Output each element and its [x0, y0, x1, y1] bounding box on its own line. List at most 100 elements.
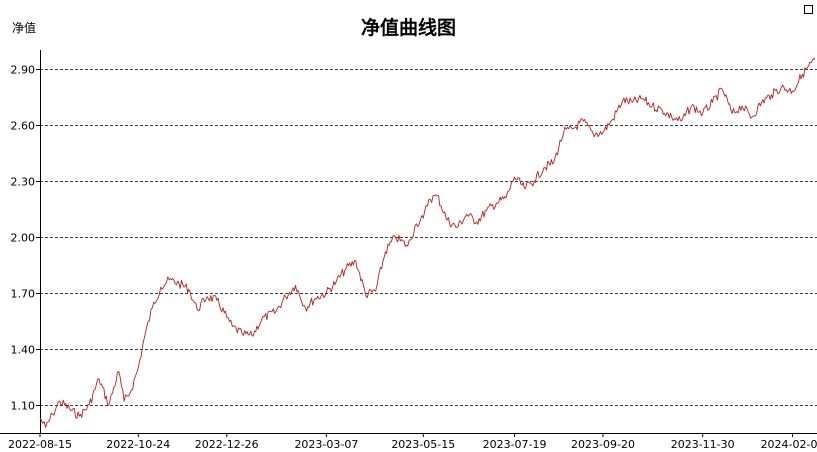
- data-point: [573, 128, 574, 129]
- data-point: [712, 102, 713, 103]
- y-tick-label: 1.40: [11, 344, 36, 357]
- data-point: [143, 339, 144, 340]
- data-point: [534, 180, 535, 181]
- data-point: [45, 427, 46, 428]
- data-point: [476, 221, 477, 222]
- y-tick-label: 2.90: [11, 64, 36, 77]
- data-point: [722, 89, 723, 90]
- data-point: [781, 87, 782, 88]
- data-point: [365, 294, 366, 295]
- x-tick-label: 2023-05-15: [391, 438, 455, 451]
- data-point: [275, 311, 276, 312]
- data-point: [315, 298, 316, 299]
- x-tick-label: 2023-07-19: [483, 438, 547, 451]
- data-point: [216, 300, 217, 301]
- x-tick-label: 2023-03-07: [294, 438, 358, 451]
- y-tick-label: 1.70: [11, 288, 36, 301]
- x-tick-label: 2022-12-26: [195, 438, 259, 451]
- data-point: [89, 404, 90, 405]
- data-point: [178, 283, 179, 284]
- y-axis-label: 净值: [12, 21, 37, 35]
- data-point: [108, 404, 109, 405]
- chart-title: 净值曲线图: [360, 17, 456, 39]
- data-point: [612, 119, 613, 120]
- y-tick-label: 2.60: [11, 120, 36, 133]
- data-point: [691, 105, 692, 106]
- data-point: [553, 161, 554, 162]
- data-point: [416, 223, 417, 224]
- data-point: [456, 227, 457, 228]
- data-point: [79, 416, 80, 417]
- data-point: [583, 120, 584, 121]
- data-point: [39, 417, 40, 418]
- data-point: [52, 414, 53, 415]
- data-point: [407, 246, 408, 247]
- data-point: [543, 167, 544, 168]
- data-point: [681, 120, 682, 121]
- data-point: [118, 371, 119, 372]
- data-point: [375, 290, 376, 291]
- data-point: [251, 335, 252, 336]
- data-point: [814, 59, 815, 60]
- data-point: [261, 318, 262, 319]
- data-point: [285, 296, 286, 297]
- data-point: [232, 326, 233, 327]
- data-point: [428, 199, 429, 200]
- data-point: [437, 195, 438, 196]
- grid-lines: [40, 69, 817, 406]
- data-point: [423, 218, 424, 219]
- data-point: [345, 268, 346, 269]
- data-point: [59, 401, 60, 402]
- data-point: [160, 287, 161, 288]
- maximize-box-icon[interactable]: [804, 5, 813, 14]
- x-tick-label: 2023-09-20: [571, 438, 635, 451]
- data-point: [622, 100, 623, 101]
- data-point: [447, 219, 448, 220]
- data-point: [732, 113, 733, 114]
- data-point: [131, 389, 132, 390]
- data-point: [206, 296, 207, 297]
- x-tick-label: 2022-10-24: [106, 438, 170, 451]
- data-point: [326, 292, 327, 293]
- data-point: [802, 74, 803, 75]
- data-point: [671, 117, 672, 118]
- data-point: [702, 113, 703, 114]
- data-point: [514, 176, 515, 177]
- data-point: [486, 210, 487, 211]
- data-point: [524, 188, 525, 189]
- data-point: [652, 105, 653, 106]
- data-point: [792, 91, 793, 92]
- data-point: [124, 401, 125, 402]
- data-point: [295, 285, 296, 286]
- data-point: [98, 378, 99, 379]
- y-tick-label: 1.10: [11, 400, 36, 413]
- data-point: [197, 309, 198, 310]
- data-point: [466, 214, 467, 215]
- data-point: [761, 102, 762, 103]
- data-point: [771, 94, 772, 95]
- data-point: [69, 408, 70, 409]
- data-point: [226, 317, 227, 318]
- data-point: [751, 117, 752, 118]
- data-point: [242, 333, 243, 334]
- data-point: [355, 261, 356, 262]
- nav-line: [39, 58, 816, 428]
- data-point: [661, 109, 662, 110]
- data-point: [395, 236, 396, 237]
- x-tick-label: 2024-02-02: [761, 438, 817, 451]
- data-point: [741, 105, 742, 106]
- data-point: [336, 281, 337, 282]
- axes: [0, 50, 817, 437]
- data-point: [593, 133, 594, 134]
- data-point: [496, 203, 497, 204]
- data-point: [385, 251, 386, 252]
- y-tick-label: 2.30: [11, 176, 36, 189]
- data-point: [632, 102, 633, 103]
- data-point: [188, 289, 189, 290]
- data-point: [169, 279, 170, 280]
- data-point: [152, 307, 153, 308]
- y-tick-label: 2.00: [11, 232, 36, 245]
- series-layer: [39, 58, 816, 428]
- data-point: [305, 307, 306, 308]
